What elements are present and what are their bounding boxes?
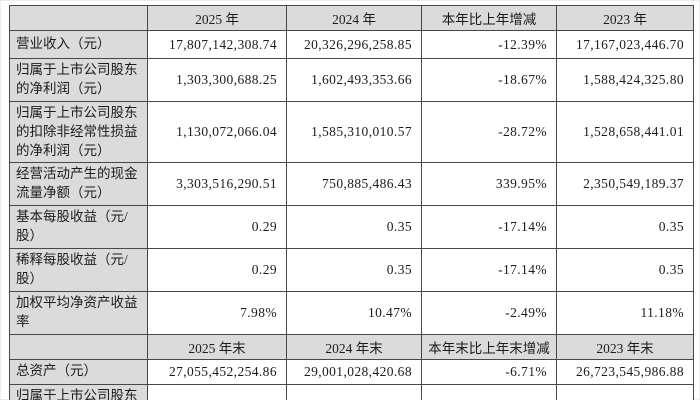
row-net-profit-deducted: 归属于上市公司股东的扣除非经常性损益的净利润（元） 1,130,072,066.… — [9, 100, 694, 164]
value-cell: 10.47% — [286, 290, 422, 335]
row-label: 加权平均净资产收益率 — [9, 290, 148, 335]
value-cell: 0.29 — [147, 248, 287, 292]
value-cell: 0.35 — [286, 248, 422, 292]
value-cell: 26,723,545,986.88 — [556, 358, 694, 385]
value-cell: 1,602,493,353.66 — [286, 58, 422, 102]
value-cell: 0.35 — [556, 205, 694, 250]
value-cell: 17,807,142,308.74 — [147, 30, 287, 59]
row-label: 归属于上市公司股东的净利润（元） — [9, 58, 148, 102]
value-cell: -6.71% — [421, 358, 557, 385]
value-cell: -12.39% — [421, 30, 557, 59]
value-cell: 5.16% — [421, 383, 557, 400]
value-cell: 29,001,028,420.68 — [286, 358, 422, 385]
financial-summary-table: 2025 年 2024 年 本年比上年增减 2023 年 营业收入（元） 17,… — [9, 5, 694, 400]
col-header-2025: 2025 年 — [147, 5, 287, 31]
row-label: 基本每股收益（元/股） — [9, 205, 148, 250]
row-operating-cash-flow: 经营活动产生的现金流量净额（元） 3,303,516,290.51 750,88… — [9, 162, 694, 207]
row-net-assets: 归属于上市公司股东的净资产（元） 16,705,105,876.12 15,88… — [9, 383, 694, 400]
value-cell: 3,303,516,290.51 — [147, 162, 287, 207]
value-cell: -18.67% — [421, 58, 557, 102]
value-cell: 339.95% — [421, 162, 557, 207]
value-cell: 0.35 — [556, 248, 694, 292]
value-cell: 750,885,486.43 — [286, 162, 422, 207]
value-cell: 1,588,424,325.80 — [556, 58, 694, 102]
row-label: 归属于上市公司股东的净资产（元） — [9, 383, 148, 400]
row-label: 经营活动产生的现金流量净额（元） — [9, 162, 148, 207]
value-cell: 1,585,310,010.57 — [286, 100, 422, 164]
period-end-header-row: 2025 年末 2024 年末 本年末比上年末增减 2023 年末 — [9, 333, 694, 360]
value-cell: 11.18% — [556, 290, 694, 335]
value-cell: 2,350,549,189.37 — [556, 162, 694, 207]
value-cell: 1,130,072,066.04 — [147, 100, 287, 164]
value-cell: 20,326,296,258.85 — [286, 30, 422, 59]
value-cell: 14,801,657,466.36 — [556, 383, 694, 400]
row-net-profit: 归属于上市公司股东的净利润（元） 1,303,300,688.25 1,602,… — [9, 58, 694, 102]
col-header-2025-end: 2025 年末 — [147, 333, 287, 360]
value-cell: 15,885,047,116.31 — [286, 383, 422, 400]
value-cell: 0.29 — [147, 205, 287, 250]
row-label: 稀释每股收益（元/股） — [9, 248, 148, 292]
col-header-2024: 2024 年 — [286, 5, 422, 31]
col-header-2023: 2023 年 — [556, 5, 694, 31]
col-header-2023-end: 2023 年末 — [556, 333, 694, 360]
value-cell: 0.35 — [286, 205, 422, 250]
value-cell: 17,167,023,446.70 — [556, 30, 694, 59]
col-header-2024-end: 2024 年末 — [286, 333, 422, 360]
row-label: 营业收入（元） — [9, 30, 148, 59]
value-cell: 1,303,300,688.25 — [147, 58, 287, 102]
row-weighted-roe: 加权平均净资产收益率 7.98% 10.47% -2.49% 11.18% — [9, 290, 694, 335]
value-cell: -2.49% — [421, 290, 557, 335]
row-total-assets: 总资产（元） 27,055,452,254.86 29,001,028,420.… — [9, 358, 694, 385]
value-cell: -28.72% — [421, 100, 557, 164]
row-label: 总资产（元） — [9, 358, 148, 385]
corner-cell — [9, 333, 148, 360]
value-cell: -17.14% — [421, 248, 557, 292]
value-cell: 27,055,452,254.86 — [147, 358, 287, 385]
row-diluted-eps: 稀释每股收益（元/股） 0.29 0.35 -17.14% 0.35 — [9, 248, 694, 292]
row-operating-revenue: 营业收入（元） 17,807,142,308.74 20,326,296,258… — [9, 30, 694, 59]
period-header-row: 2025 年 2024 年 本年比上年增减 2023 年 — [9, 5, 694, 31]
value-cell: 16,705,105,876.12 — [147, 383, 287, 400]
value-cell: 1,528,658,441.01 — [556, 100, 694, 164]
row-basic-eps: 基本每股收益（元/股） 0.29 0.35 -17.14% 0.35 — [9, 205, 694, 250]
col-header-yoy-change: 本年比上年增减 — [421, 5, 557, 31]
col-header-end-change: 本年末比上年末增减 — [421, 333, 557, 360]
value-cell: 7.98% — [147, 290, 287, 335]
corner-cell — [9, 5, 148, 31]
row-label: 归属于上市公司股东的扣除非经常性损益的净利润（元） — [9, 100, 148, 164]
value-cell: -17.14% — [421, 205, 557, 250]
